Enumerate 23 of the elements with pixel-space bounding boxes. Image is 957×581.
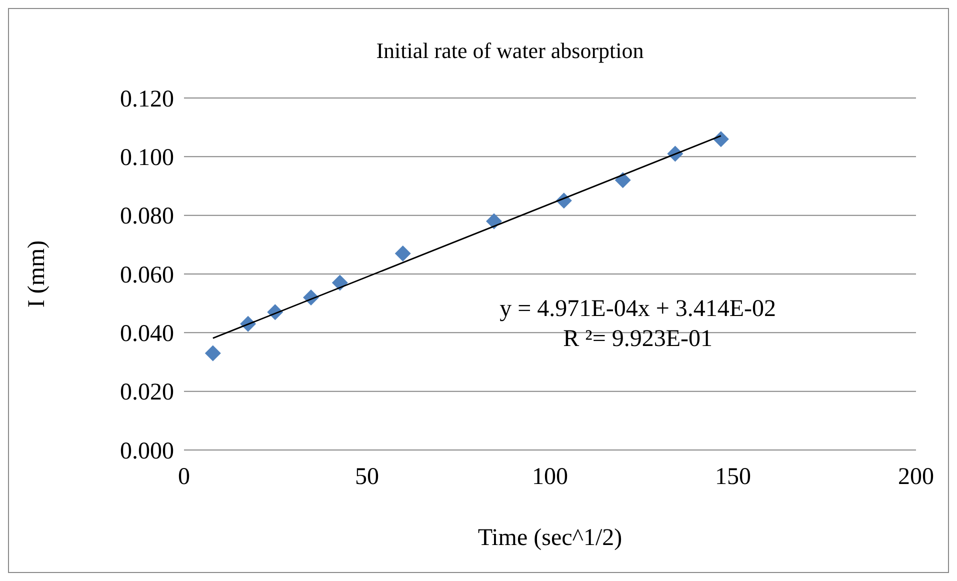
x-tick-label: 100 bbox=[532, 464, 568, 490]
x-axis-title: Time (sec^1/2) bbox=[478, 525, 622, 551]
point bbox=[712, 131, 729, 148]
point bbox=[204, 345, 221, 362]
annotation: R ²= 9.923E-01 bbox=[563, 326, 713, 352]
y-tick-label: 0.080 bbox=[120, 204, 174, 230]
y-tick-label: 0.100 bbox=[120, 145, 174, 172]
y-tick-label: 0.020 bbox=[120, 380, 174, 406]
chart-title: Initial rate of water absorption bbox=[376, 38, 644, 63]
point bbox=[614, 172, 631, 188]
y-axis-title: I (mm) bbox=[24, 240, 50, 308]
point bbox=[394, 245, 411, 262]
y-tick-label: 0.120 bbox=[120, 86, 174, 112]
x-tick-label: 150 bbox=[715, 464, 751, 490]
y-tick-label: 0.060 bbox=[120, 262, 174, 288]
point bbox=[332, 274, 348, 291]
x-tick-label: 0 bbox=[178, 464, 190, 490]
y-tick-label: 0.000 bbox=[120, 438, 174, 464]
x-tick-label: 50 bbox=[355, 464, 379, 490]
point bbox=[486, 213, 502, 230]
x-tick-label: 200 bbox=[898, 464, 934, 490]
y-tick-label: 0.040 bbox=[120, 321, 174, 348]
annotation: y = 4.971E-04x + 3.414E-02 bbox=[500, 296, 776, 322]
